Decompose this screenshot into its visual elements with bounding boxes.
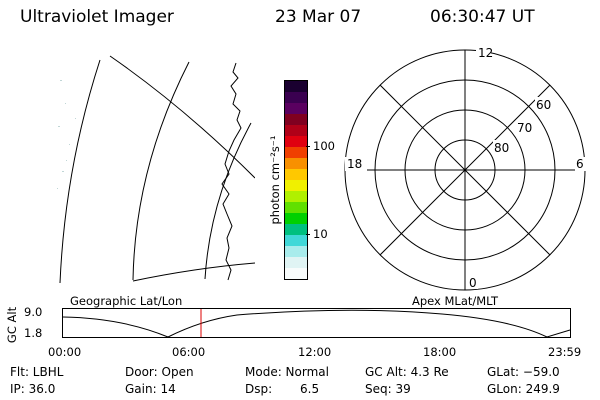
orbit-xtick-3: 18:00 (423, 345, 457, 359)
colorbar-segment (285, 257, 307, 268)
info-glat: GLat: −59.0 (487, 365, 560, 379)
colorbar-segment (285, 103, 307, 114)
orbit-xtick-2: 12:00 (298, 345, 332, 359)
colorbar-segment (285, 224, 307, 235)
date-label: 23 Mar 07 (275, 7, 362, 27)
orbit-xtick-1: 06:00 (172, 345, 206, 359)
polar-label-0: 0 (469, 276, 477, 290)
orbit-ytick-bottom: 1.8 (24, 326, 43, 340)
color-bar (284, 80, 308, 280)
info-seq: Seq: 39 (365, 382, 411, 396)
orbit-xtick-0: 00:00 (48, 345, 82, 359)
geographic-caption: Geographic Lat/Lon (70, 294, 183, 308)
polar-label-18: 18 (347, 157, 362, 171)
colorbar-segment (285, 191, 307, 202)
info-glon: GLon: 249.9 (487, 382, 560, 396)
colorbar-segment (285, 92, 307, 103)
info-filter: Flt: LBHL (10, 365, 64, 379)
orbit-ytick-top: 9.0 (24, 305, 43, 319)
polar-plot: 12 18 6 0 60 70 80 (344, 45, 587, 291)
info-dsp-label: Dsp: (245, 382, 273, 396)
colorbar-segment (285, 202, 307, 213)
geographic-map (57, 55, 255, 284)
info-door: Door: Open (125, 365, 194, 379)
colorbar-segment (285, 268, 307, 279)
colorbar-segment (285, 235, 307, 246)
info-ip: IP: 36.0 (10, 382, 56, 396)
colorbar-tick-10: 10 (313, 227, 328, 241)
colorbar-segment (285, 147, 307, 158)
info-gc-alt: GC Alt: 4.3 Re (365, 365, 449, 379)
polar-label-80: 80 (494, 141, 509, 155)
instrument-title: Ultraviolet Imager (20, 7, 174, 27)
info-dsp-value: 6.5 (300, 382, 320, 396)
orbit-plot (62, 308, 571, 338)
colorbar-segment (285, 169, 307, 180)
time-label: 06:30:47 UT (430, 7, 535, 27)
colorbar-segment (285, 125, 307, 136)
colorbar-segment (285, 136, 307, 147)
orbit-xtick-4: 23:59 (548, 345, 582, 359)
colorbar-segment (285, 81, 307, 92)
orbit-axis-title: GC Alt (5, 306, 19, 344)
info-mode: Mode: Normal (245, 365, 329, 379)
colorbar-segment (285, 213, 307, 224)
polar-label-60: 60 (536, 98, 551, 112)
colorbar-segment (285, 158, 307, 169)
colorbar-segment (285, 180, 307, 191)
polar-label-6: 6 (576, 157, 584, 171)
colorbar-segment (285, 246, 307, 257)
apex-caption: Apex MLat/MLT (412, 294, 499, 308)
polar-label-70: 70 (517, 121, 532, 135)
polar-label-12: 12 (478, 46, 493, 60)
colorbar-unit-label: photon cm⁻²s⁻¹ (268, 135, 282, 225)
colorbar-tick-100: 100 (313, 139, 335, 153)
colorbar-segment (285, 114, 307, 125)
info-gain: Gain: 14 (125, 382, 176, 396)
